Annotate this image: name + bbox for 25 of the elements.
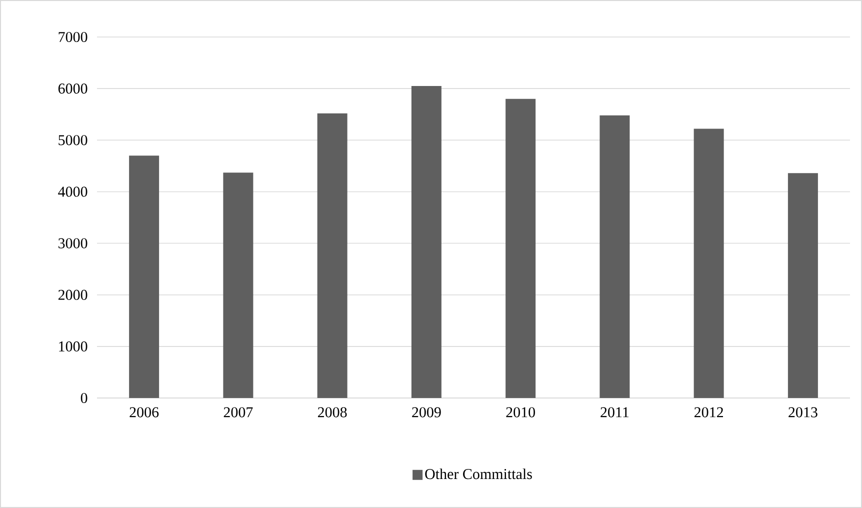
bar bbox=[223, 172, 254, 398]
x-tick-label: 2010 bbox=[506, 407, 535, 418]
bar bbox=[506, 98, 536, 398]
y-tick-label: 2000 bbox=[58, 290, 88, 300]
x-tick-label: 2007 bbox=[224, 407, 253, 418]
x-tick-label: 2012 bbox=[694, 407, 723, 418]
bar bbox=[788, 173, 818, 398]
x-tick-label: 2011 bbox=[600, 407, 629, 418]
bar bbox=[317, 113, 348, 398]
y-tick-label: 4000 bbox=[58, 186, 88, 197]
x-tick-label: 2009 bbox=[412, 407, 441, 418]
y-tick-label: 5000 bbox=[58, 135, 88, 146]
x-tick-label: 2013 bbox=[788, 407, 818, 418]
x-tick-label: 2006 bbox=[130, 407, 159, 418]
bar bbox=[411, 86, 442, 398]
y-tick-label: 7000 bbox=[58, 32, 88, 42]
legend-label: Other Committals bbox=[425, 468, 532, 480]
y-tick-label: 3000 bbox=[58, 238, 88, 248]
bar bbox=[129, 156, 160, 398]
bar bbox=[694, 128, 724, 398]
y-tick-label: 1000 bbox=[59, 341, 88, 352]
bar bbox=[600, 115, 630, 398]
y-tick-label: 6000 bbox=[58, 84, 88, 94]
x-tick-label: 2008 bbox=[318, 407, 347, 418]
y-tick-label: 0 bbox=[80, 392, 88, 404]
